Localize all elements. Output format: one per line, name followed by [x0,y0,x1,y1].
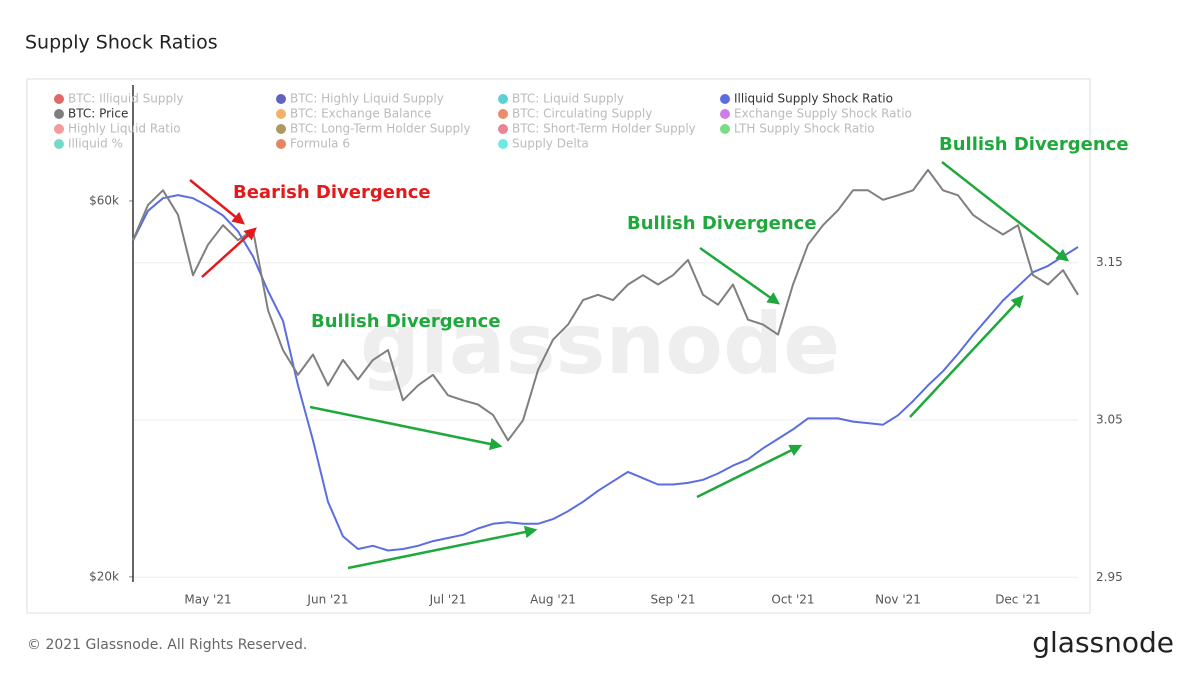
y2-tick-label: 2.95 [1096,570,1123,584]
arrow [201,227,257,278]
legend-label[interactable]: BTC: Circulating Supply [512,107,652,121]
x-tick-label: Sep '21 [651,593,696,607]
legend-label[interactable]: Illiquid Supply Shock Ratio [734,92,893,106]
arrow [189,179,245,225]
x-tick-label: Nov '21 [875,593,921,607]
annotation: Bullish Divergence [627,213,817,234]
legend-marker [720,109,730,119]
series-line [132,168,1079,442]
legend-marker [498,94,508,104]
x-tick-label: Dec '21 [995,593,1041,607]
arrow [347,525,538,570]
legend-marker [720,124,730,134]
y2-tick-label: 3.15 [1096,255,1123,269]
y-tick-label: $20k [89,569,119,583]
legend-label[interactable]: BTC: Exchange Balance [290,107,431,121]
legend-label[interactable]: Highly Liquid Ratio [68,122,181,136]
legend-marker [276,109,286,119]
series-line [132,194,1079,552]
legend-label[interactable]: BTC: Price [68,107,128,121]
legend-label[interactable]: Formula 6 [290,137,350,151]
legend-label[interactable]: BTC: Long-Term Holder Supply [290,122,471,136]
legend-label[interactable]: Illiquid % [68,137,123,151]
legend-marker [54,139,64,149]
copyright: © 2021 Glassnode. All Rights Reserved. [27,637,307,653]
legend-marker [276,124,286,134]
arrow [699,246,781,305]
legend-marker [276,139,286,149]
logo: glassnode [1032,626,1174,659]
legend-label[interactable]: Exchange Supply Shock Ratio [734,107,912,121]
legend-label[interactable]: BTC: Short-Term Holder Supply [512,122,696,136]
legend-marker [54,124,64,134]
x-tick-label: Jun '21 [306,593,348,607]
x-tick-label: Jul '21 [429,593,467,607]
annotation: Bearish Divergence [233,182,431,203]
arrow [909,295,1024,418]
legend-marker [498,139,508,149]
watermark: glassnode [360,295,840,393]
arrows [189,161,1069,570]
y2-tick-label: 3.05 [1096,413,1123,427]
chart-title: Supply Shock Ratios [25,32,218,54]
x-tick-label: May '21 [184,593,231,607]
arrow [309,405,503,451]
legend-label[interactable]: Supply Delta [512,137,589,151]
y-tick-label: $60k [89,193,119,207]
arrow [941,161,1069,262]
arrow [696,444,803,499]
plot: 2.95 3.05 3.15 $20k $60k May '21 Jun '21 Jul '2… [89,85,1123,607]
legend-label[interactable]: LTH Supply Shock Ratio [734,122,875,136]
legend-marker [498,109,508,119]
legend-marker [276,94,286,104]
legend-marker [54,109,64,119]
annotation: Bullish Divergence [939,134,1129,155]
x-tick-label: Aug '21 [530,593,576,607]
legend-marker [54,94,64,104]
legend-marker [720,94,730,104]
legend-label[interactable]: BTC: Highly Liquid Supply [290,92,444,106]
legend-label[interactable]: BTC: Illiquid Supply [68,92,184,106]
chart-frame [26,78,1091,614]
x-tick-label: Oct '21 [771,593,814,607]
annotation: Bullish Divergence [311,311,501,332]
legend-marker [498,124,508,134]
legend-label[interactable]: BTC: Liquid Supply [512,92,624,106]
